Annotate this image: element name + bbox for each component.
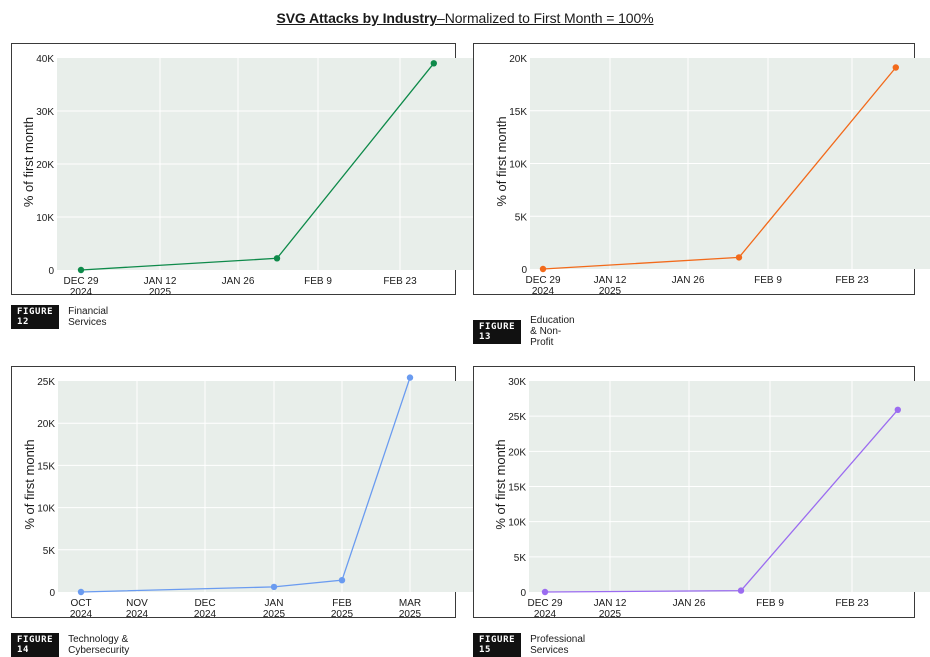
x-tick-label: FEB 23	[383, 276, 417, 287]
x-tick-label: OCT	[70, 598, 91, 609]
chart-frame: 0 5K 10K 15K 20K 25K 30K DEC 29 2024 JAN 12 2025 JA…	[473, 366, 930, 620]
data-point	[892, 64, 899, 71]
data-point	[77, 266, 85, 274]
series-line	[80, 377, 411, 593]
x-tick-label: JAN 12	[594, 275, 627, 286]
y-tick-label: 0	[520, 588, 526, 599]
figure-tag: FIGURE 13	[473, 319, 522, 344]
plot-area	[58, 381, 484, 592]
data-point	[270, 583, 278, 591]
x-tick-label: 2025	[331, 609, 354, 620]
x-tick-label: JAN 26	[672, 275, 705, 286]
figure-name: Education & Non-Profit	[530, 315, 575, 348]
data-point	[77, 588, 85, 596]
chart-frame: 0 5K 10K 15K 20K DEC 29 2024 JAN 12 2025 JAN 26 FE…	[473, 43, 930, 297]
x-tick-label: FEB 9	[754, 275, 782, 286]
x-tick-label: 2024	[532, 286, 555, 297]
page-title: SVG Attacks by Industry–Normalized to Fi…	[0, 10, 930, 26]
data-point	[273, 255, 281, 262]
x-tick-label: DEC 29	[525, 275, 560, 286]
figure-tag: FIGURE 15	[473, 633, 522, 657]
figure-name: Professional Services	[530, 634, 586, 656]
y-tick-label: 10K	[508, 518, 526, 529]
y-tick-label: 10K	[509, 160, 527, 171]
figure-caption: FIGURE 12 Financial Services	[11, 305, 108, 329]
y-tick-label: 25K	[37, 377, 55, 388]
figure-name: Technology & Cybersecurity	[68, 634, 130, 656]
y-tick-label: 30K	[36, 107, 54, 118]
y-tick-label: 20K	[37, 419, 55, 430]
chart-frame: 0 5K 10K 15K 20K 25K OCT 2024 NOV 2024 DEC 2024 JAN 2…	[11, 366, 484, 620]
y-tick-label: 5K	[514, 553, 527, 564]
chart-frame: 0 10K 20K 30K 40K DEC 29 2024 JAN 12 2025 JAN 26 F…	[11, 43, 483, 298]
figure-caption: FIGURE 14 Technology & Cybersecurity	[11, 633, 129, 657]
data-point	[539, 265, 547, 273]
page-title-bold: SVG Attacks by Industry	[276, 10, 438, 26]
y-tick-label: 15K	[509, 107, 527, 118]
y-tick-label: 20K	[509, 54, 527, 65]
x-tick-label: JAN 12	[594, 598, 627, 609]
data-point	[894, 406, 901, 413]
figure-name: Financial Services	[68, 306, 109, 328]
x-tick-label: 2025	[599, 286, 622, 297]
x-tick-label: JAN 26	[673, 598, 706, 609]
y-tick-label: 30K	[508, 377, 526, 388]
y-tick-label: 15K	[37, 461, 55, 472]
x-tick-label: JAN	[265, 598, 284, 609]
x-tick-label: 2024	[534, 609, 557, 620]
y-axis-label: % of first month	[493, 439, 508, 529]
y-tick-label: 10K	[37, 504, 55, 515]
x-tick-label: 2024	[70, 287, 93, 298]
figure-caption: FIGURE 15 Professional Services	[473, 633, 585, 657]
y-tick-label: 20K	[508, 447, 526, 458]
x-tick-label: DEC 29	[527, 598, 562, 609]
y-tick-label: 5K	[43, 546, 56, 557]
y-tick-label: 25K	[508, 412, 526, 423]
figure-tag: FIGURE 14	[11, 633, 60, 657]
x-tick-label: FEB 23	[835, 275, 869, 286]
x-tick-label: 2025	[399, 609, 422, 620]
x-tick-label: 2024	[70, 609, 93, 620]
x-tick-label: FEB 9	[756, 598, 784, 609]
y-tick-label: 0	[49, 588, 55, 599]
y-axis-label: % of first month	[21, 117, 36, 207]
y-tick-label: 0	[48, 266, 54, 277]
x-tick-label: 2025	[149, 287, 172, 298]
x-tick-label: JAN 26	[222, 276, 255, 287]
data-point	[338, 577, 346, 584]
data-point	[406, 374, 414, 381]
data-point	[735, 254, 743, 261]
x-tick-label: FEB 9	[304, 276, 332, 287]
x-tick-label: DEC	[194, 598, 215, 609]
x-tick-label: FEB 23	[835, 598, 869, 609]
y-tick-label: 20K	[36, 160, 54, 171]
y-axis-label: % of first month	[494, 116, 509, 206]
x-tick-label: 2024	[126, 609, 149, 620]
y-axis-label: % of first month	[22, 439, 37, 529]
line-chart: 05K10K15K20K25KOCT2024NOV2024DEC2024JAN2…	[22, 374, 484, 620]
data-point	[737, 587, 745, 594]
x-tick-label: DEC 29	[63, 276, 98, 287]
y-tick-label: 0	[521, 265, 527, 276]
figure-tag: FIGURE 12	[11, 305, 60, 329]
data-point	[430, 60, 437, 67]
x-tick-label: 2024	[194, 609, 217, 620]
y-tick-label: 15K	[508, 483, 526, 494]
x-tick-label: 2025	[263, 609, 286, 620]
y-tick-label: 5K	[515, 212, 528, 223]
x-tick-label: FEB	[332, 598, 352, 609]
y-tick-label: 10K	[36, 213, 54, 224]
x-tick-label: NOV	[126, 598, 148, 609]
figure-caption: FIGURE 13 Education & Non-Profit	[473, 315, 575, 348]
x-tick-label: JAN 12	[144, 276, 177, 287]
x-tick-label: 2025	[599, 609, 622, 620]
x-tick-label: MAR	[399, 598, 421, 609]
data-point	[541, 588, 549, 596]
y-tick-label: 40K	[36, 54, 54, 65]
page-title-subtitle: –Normalized to First Month = 100%	[437, 10, 654, 26]
